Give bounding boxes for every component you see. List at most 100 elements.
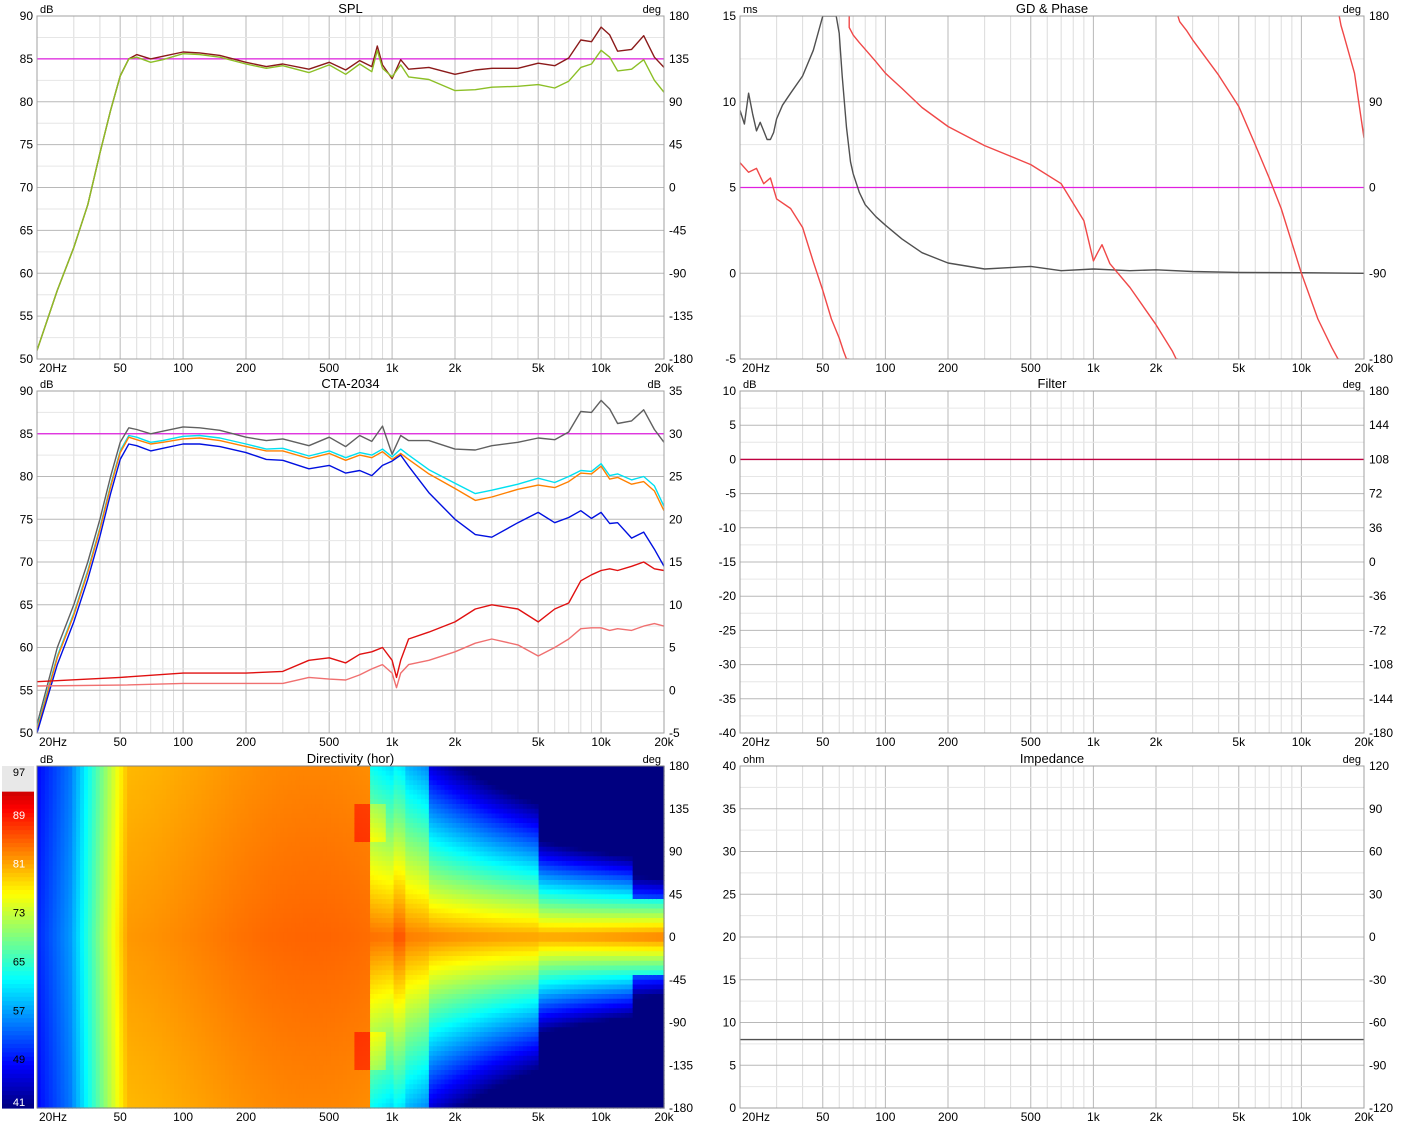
heatmap-cell [225, 1032, 230, 1037]
heatmap-cell [151, 985, 156, 990]
heatmap-cell [147, 980, 152, 985]
heatmap-cell [268, 928, 273, 933]
heatmap-cell [272, 980, 277, 985]
heatmap-cell [249, 795, 254, 800]
heatmap-cell [256, 847, 261, 852]
heatmap-cell [41, 809, 46, 814]
heatmap-cell [104, 994, 109, 999]
heatmap-cell [104, 1065, 109, 1070]
heatmap-cell [162, 1089, 167, 1094]
heatmap-cell [237, 847, 242, 852]
heatmap-cell [53, 1080, 58, 1085]
heatmap-cell [213, 1032, 218, 1037]
heatmap-cell [209, 856, 214, 861]
heatmap-cell [256, 1013, 261, 1018]
heatmap-cell [45, 866, 50, 871]
heatmap-cell [206, 780, 211, 785]
heatmap-cell [268, 994, 273, 999]
heatmap-cell [57, 951, 62, 956]
heatmap-cell [96, 970, 101, 975]
heatmap-cell [53, 899, 58, 904]
heatmap-cell [206, 1032, 211, 1037]
heatmap-cell [92, 1008, 97, 1013]
heatmap-cell [119, 780, 124, 785]
heatmap-cell [237, 804, 242, 809]
heatmap-cell [213, 932, 218, 937]
heatmap-cell [182, 951, 187, 956]
heatmap-cell [45, 970, 50, 975]
heatmap-cell [170, 1032, 175, 1037]
heatmap-cell [253, 809, 258, 814]
heatmap-cell [213, 1084, 218, 1089]
heatmap-cell [111, 989, 116, 994]
heatmap-cell [76, 818, 81, 823]
heatmap-cell [276, 1051, 281, 1056]
heatmap-cell [104, 842, 109, 847]
heatmap-cell [115, 1004, 120, 1009]
heatmap-cell [80, 785, 85, 790]
heatmap-cell [37, 776, 42, 781]
x-tick-label: 10k [591, 735, 611, 749]
heatmap-cell [143, 804, 148, 809]
heatmap-cell [131, 1056, 136, 1061]
heatmap-cell [182, 980, 187, 985]
heatmap-cell [233, 814, 238, 819]
heatmap-cell [190, 1008, 195, 1013]
heatmap-cell [37, 994, 42, 999]
heatmap-cell [84, 795, 89, 800]
heatmap-cell [37, 1080, 42, 1085]
heatmap-cell [178, 1042, 183, 1047]
heatmap-cell [253, 828, 258, 833]
heatmap-cell [49, 1051, 54, 1056]
heatmap-cell [284, 780, 289, 785]
heatmap-cell [221, 852, 226, 857]
heatmap-cell [198, 961, 203, 966]
heatmap-cell [123, 1037, 128, 1042]
heatmap-cell [155, 1080, 160, 1085]
heatmap-cell [213, 828, 218, 833]
heatmap-cell [280, 909, 285, 914]
heatmap-cell [213, 880, 218, 885]
heatmap-cell [108, 1051, 113, 1056]
heatmap-cell [190, 956, 195, 961]
heatmap-cell [213, 1013, 218, 1018]
heatmap-cell [37, 1084, 42, 1089]
heatmap-cell [272, 833, 277, 838]
heatmap-cell [96, 1008, 101, 1013]
heatmap-cell [111, 847, 116, 852]
heatmap-cell [217, 904, 222, 909]
heatmap-cell [284, 1094, 289, 1099]
heatmap-cell [284, 875, 289, 880]
heatmap-cell [162, 837, 167, 842]
heatmap-cell [155, 999, 160, 1004]
heatmap-cell [127, 1094, 132, 1099]
heatmap-cell [88, 1008, 93, 1013]
heatmap-cell [194, 804, 199, 809]
heatmap-cell [182, 913, 187, 918]
heatmap-cell [127, 1099, 132, 1104]
heatmap-cell [241, 1032, 246, 1037]
heatmap-cell [256, 970, 261, 975]
heatmap-cell [194, 875, 199, 880]
heatmap-cell [108, 1094, 113, 1099]
heatmap-cell [284, 1065, 289, 1070]
heatmap-cell [253, 771, 258, 776]
heatmap-cell [186, 989, 191, 994]
heatmap-cell [108, 875, 113, 880]
heatmap-cell [241, 909, 246, 914]
heatmap-cell [202, 809, 207, 814]
heatmap-cell [249, 918, 254, 923]
heatmap-cell [256, 871, 261, 876]
heatmap-cell [139, 989, 144, 994]
heatmap-cell [170, 1061, 175, 1066]
heatmap-cell [170, 947, 175, 952]
heatmap-cell [209, 909, 214, 914]
heatmap-cell [166, 970, 171, 975]
heatmap-cell [245, 1094, 250, 1099]
heatmap-cell [108, 880, 113, 885]
heatmap-cell [64, 842, 69, 847]
heatmap-cell [162, 1061, 167, 1066]
heatmap-cell [249, 771, 254, 776]
heatmap-cell [276, 985, 281, 990]
heatmap-cell [245, 847, 250, 852]
